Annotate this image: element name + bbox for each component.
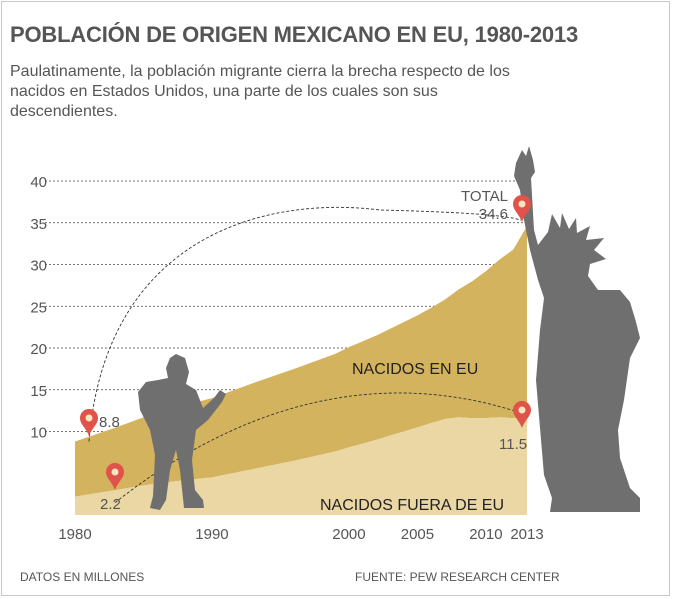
source-note: FUENTE: PEW RESEARCH CENTER (355, 570, 560, 584)
y-tick-label: 30 (30, 258, 47, 275)
x-tick-label: 2000 (332, 526, 365, 543)
y-tick-label: 35 (30, 216, 47, 233)
x-tick-label: 1980 (58, 526, 91, 543)
chart-title: POBLACIÓN DE ORIGEN MEXICANO EN EU, 1980… (10, 22, 579, 47)
x-tick-label: 1990 (195, 526, 228, 543)
y-tick-label: 10 (30, 425, 47, 442)
series-label-nacidos-fuera: NACIDOS FUERA DE EU (320, 497, 504, 514)
label-total: TOTAL (461, 188, 508, 205)
y-tick-label: 20 (30, 341, 47, 358)
x-tick-label: 2010 (469, 526, 502, 543)
chart-subtitle: Paulatinamente, la población migrante ci… (10, 63, 510, 120)
x-tick-label: 2013 (510, 526, 543, 543)
marker-2013-total-icon (513, 195, 531, 222)
arc-total (88, 206, 522, 442)
marker-1980-total-icon (80, 409, 98, 436)
marker-2013-fuera-icon (513, 401, 531, 428)
migrant-silhouette (138, 354, 226, 510)
y-tick-label: 15 (30, 383, 47, 400)
units-note: DATOS EN MILLONES (20, 570, 145, 584)
value-label-2-2: 2.2 (100, 496, 121, 513)
statue-of-liberty-silhouette (514, 146, 640, 512)
x-tick-label: 2005 (401, 526, 434, 543)
value-label-11-5: 11.5 (499, 436, 527, 453)
marker-1980-fuera-icon (106, 463, 124, 490)
y-tick-label: 40 (30, 174, 47, 191)
value-label-8-8: 8.8 (99, 414, 120, 431)
series-label-nacidos-en-eu: NACIDOS EN EU (352, 361, 478, 378)
y-tick-label: 25 (30, 299, 47, 316)
value-label-34-6: 34.6 (479, 206, 508, 223)
